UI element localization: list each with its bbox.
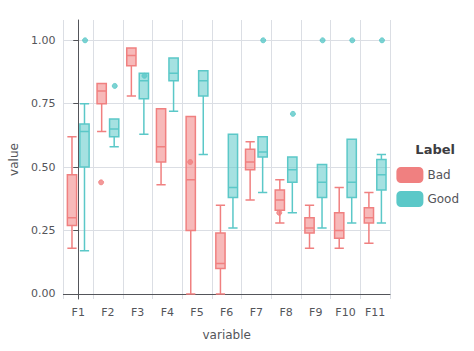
svg-text:F4: F4	[161, 306, 174, 319]
svg-text:F3: F3	[131, 306, 144, 319]
svg-text:0.50: 0.50	[31, 161, 56, 174]
svg-text:F8: F8	[279, 306, 292, 319]
svg-text:F6: F6	[220, 306, 233, 319]
svg-text:0.25: 0.25	[31, 224, 56, 237]
svg-text:1.00: 1.00	[31, 34, 56, 47]
svg-text:F11: F11	[365, 306, 385, 319]
svg-text:F10: F10	[335, 306, 355, 319]
svg-text:F1: F1	[72, 306, 85, 319]
svg-text:0.00: 0.00	[31, 287, 56, 300]
svg-text:Bad: Bad	[427, 168, 450, 182]
svg-text:F7: F7	[250, 306, 263, 319]
svg-text:Label: Label	[415, 142, 455, 157]
svg-text:F5: F5	[190, 306, 203, 319]
svg-text:Good: Good	[427, 192, 459, 206]
svg-text:value: value	[7, 143, 21, 176]
svg-text:F9: F9	[309, 306, 322, 319]
svg-text:variable: variable	[202, 328, 250, 342]
svg-text:0.75: 0.75	[31, 97, 56, 110]
svg-text:F2: F2	[101, 306, 114, 319]
